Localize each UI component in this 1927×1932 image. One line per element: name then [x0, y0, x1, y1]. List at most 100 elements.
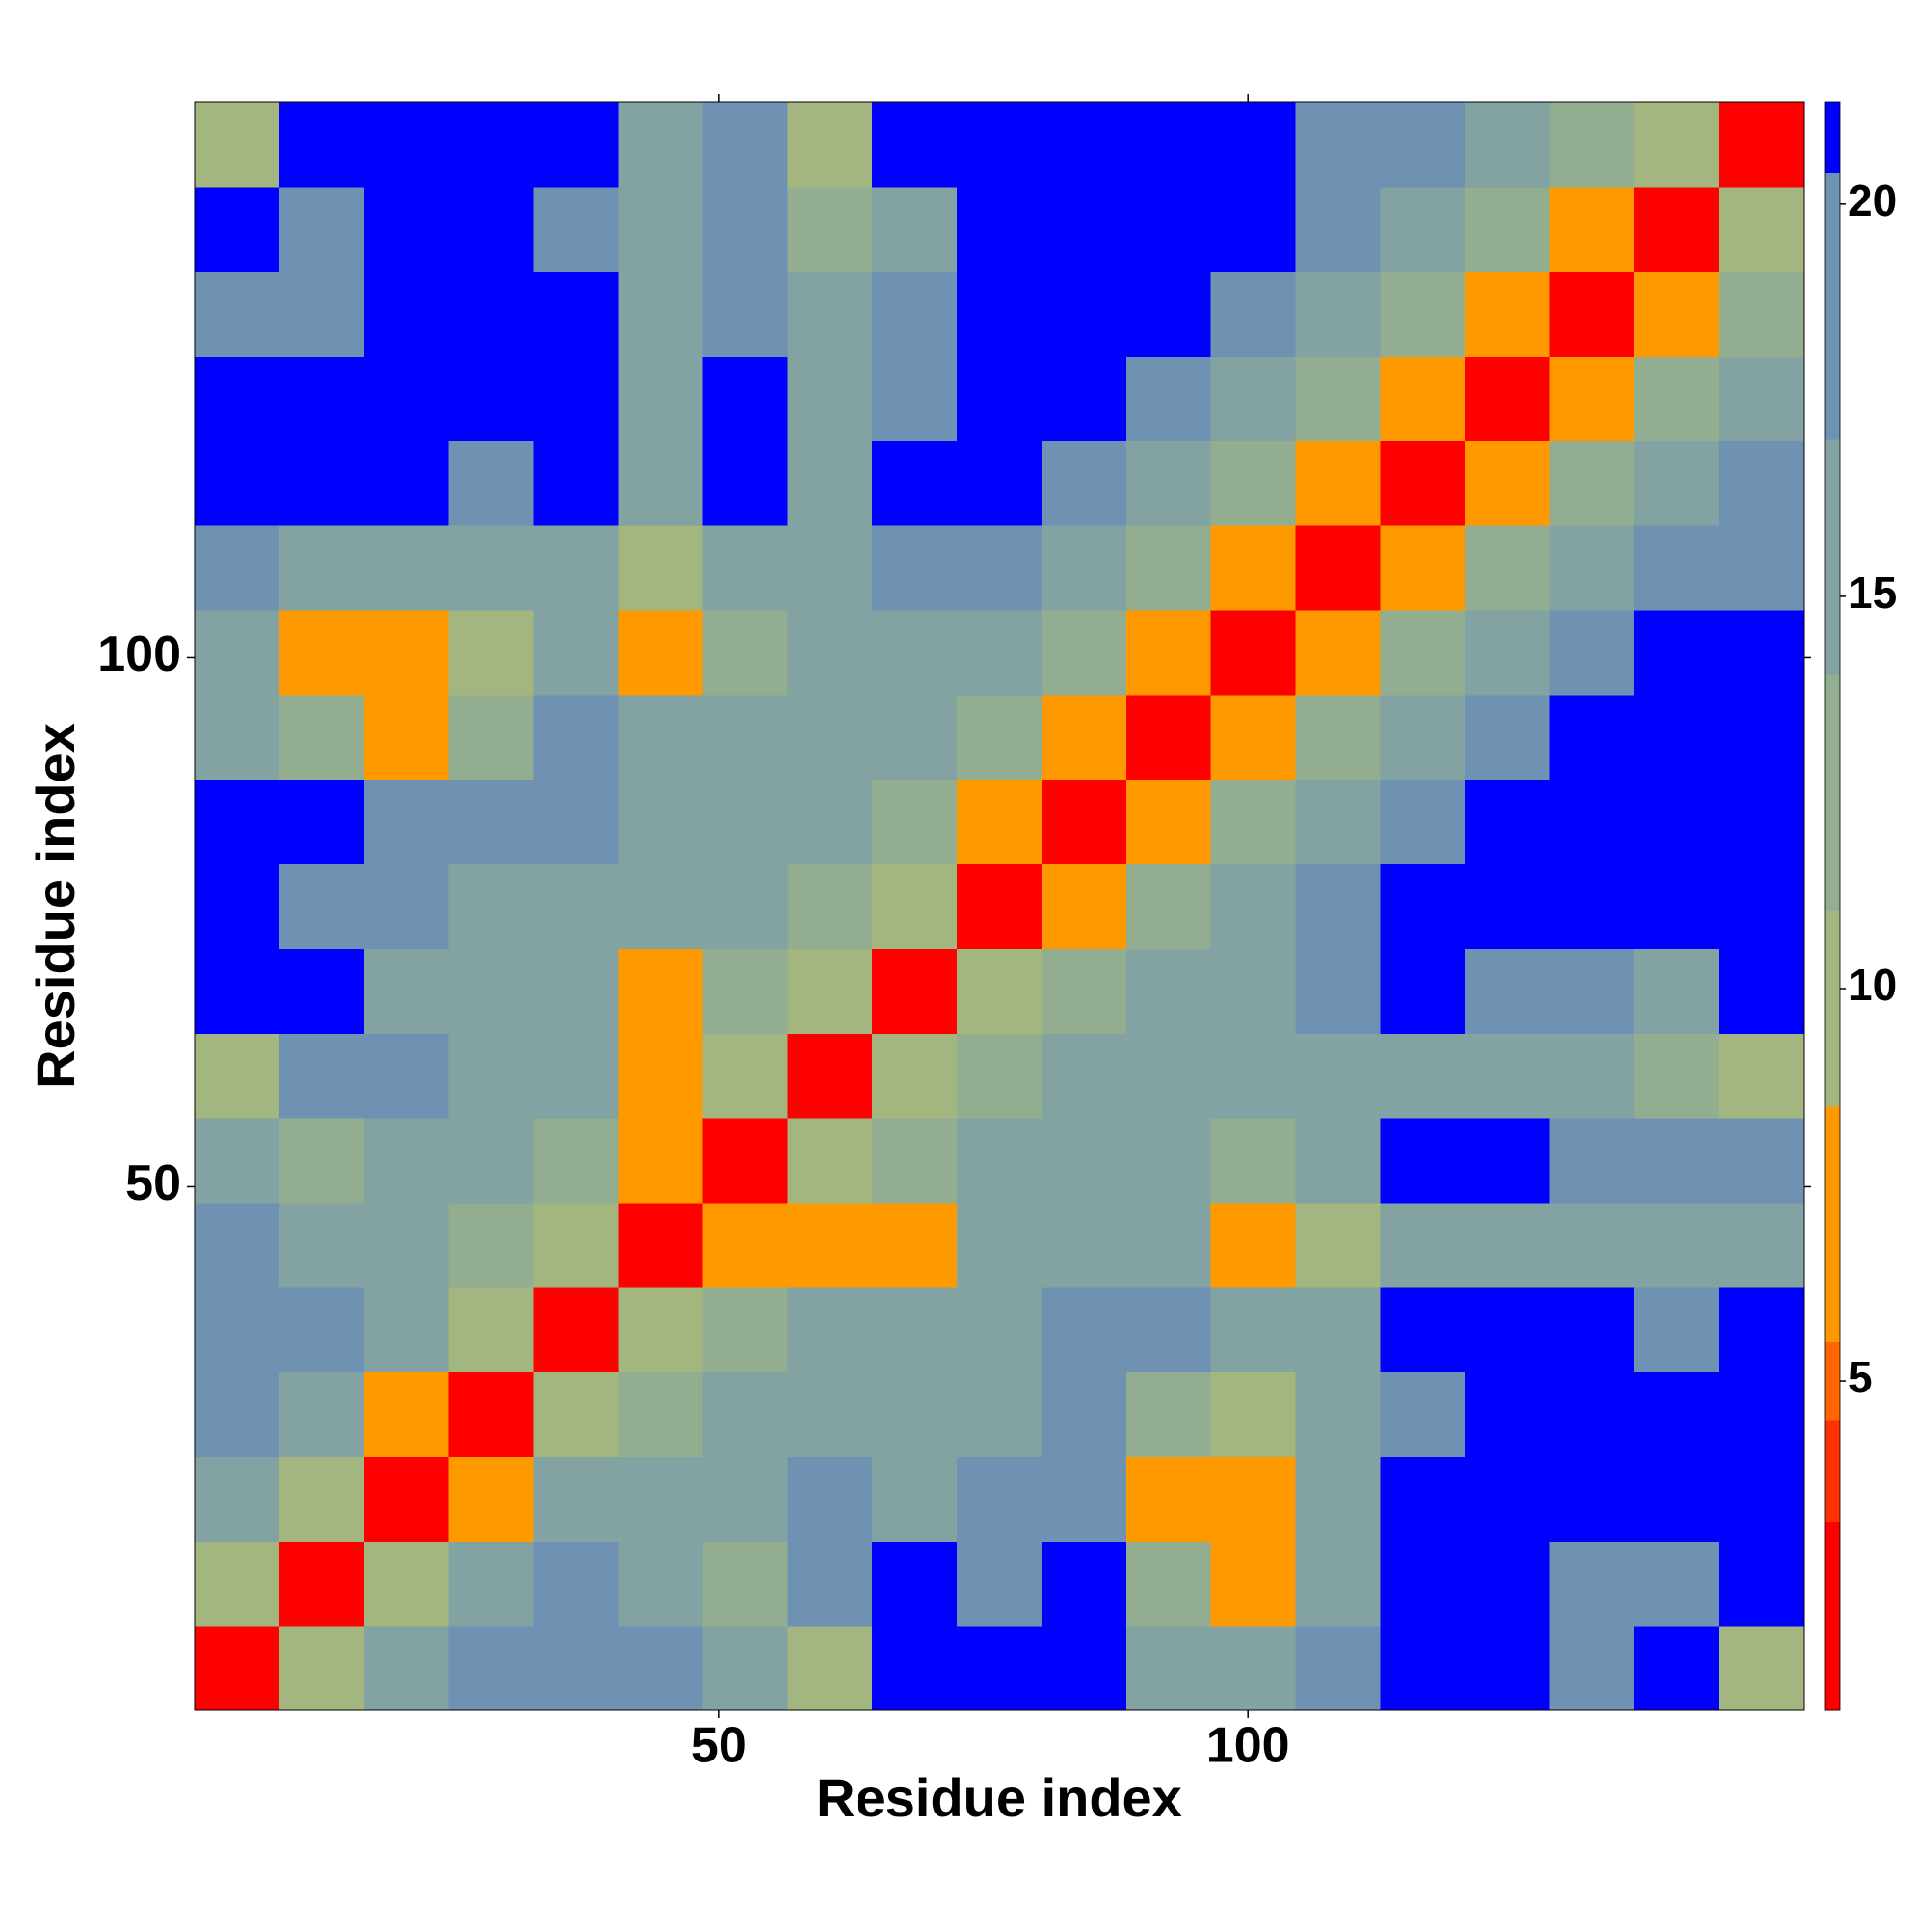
cell	[1719, 1286, 1805, 1373]
cell	[957, 1202, 1043, 1288]
cell	[1719, 1202, 1805, 1288]
cell	[448, 1626, 535, 1711]
cell	[278, 440, 365, 526]
cell	[1465, 1456, 1550, 1542]
cell	[702, 1286, 788, 1373]
cell	[1380, 1541, 1465, 1627]
cell	[1380, 102, 1465, 188]
cell	[618, 1541, 703, 1627]
cell	[787, 356, 873, 441]
cell	[618, 610, 703, 696]
cell	[1125, 779, 1212, 865]
cell	[195, 1626, 280, 1711]
cell	[1041, 271, 1127, 357]
cell	[533, 525, 619, 611]
cell	[1634, 610, 1720, 696]
cell	[618, 1033, 703, 1119]
cell	[363, 1286, 450, 1373]
cell	[1380, 271, 1465, 357]
cell	[872, 694, 958, 781]
cell	[618, 1286, 703, 1373]
cell	[1719, 186, 1805, 273]
cell	[1549, 440, 1635, 526]
cell	[1210, 779, 1297, 865]
cell	[1295, 779, 1382, 865]
cell	[1465, 186, 1550, 273]
cell	[1549, 610, 1635, 696]
cell	[1210, 863, 1297, 949]
cell	[618, 694, 703, 781]
cell	[618, 1626, 703, 1711]
cell	[363, 440, 450, 526]
cell	[1210, 271, 1297, 357]
cell	[195, 271, 280, 357]
cell	[278, 1202, 365, 1288]
cell	[787, 863, 873, 949]
cell	[1719, 102, 1805, 188]
cell	[1465, 1202, 1550, 1288]
cell	[872, 779, 958, 865]
cell	[702, 440, 788, 526]
cell	[1465, 863, 1550, 949]
cell	[195, 863, 280, 949]
cell	[957, 1541, 1043, 1627]
cell	[448, 1033, 535, 1119]
cell	[1125, 610, 1212, 696]
cell	[363, 1118, 450, 1204]
cell	[618, 1456, 703, 1542]
cell	[363, 863, 450, 949]
cell	[363, 779, 450, 865]
cell	[1380, 694, 1465, 781]
cell	[618, 1371, 703, 1457]
cell	[1380, 779, 1465, 865]
cell	[278, 1286, 365, 1373]
cell	[195, 1033, 280, 1119]
cell	[872, 1202, 958, 1288]
cell	[1295, 863, 1382, 949]
cell	[787, 1371, 873, 1457]
cell	[872, 102, 958, 188]
cell	[1041, 440, 1127, 526]
cell	[787, 1456, 873, 1542]
cell	[1295, 1202, 1382, 1288]
cell	[702, 525, 788, 611]
colorbar-band	[1825, 172, 1840, 440]
cell	[1380, 1202, 1465, 1288]
cell	[618, 1202, 703, 1288]
cell	[363, 186, 450, 273]
cell	[957, 610, 1043, 696]
cell	[787, 779, 873, 865]
cell	[1634, 694, 1720, 781]
colorbar-frame	[1824, 101, 1841, 1711]
cell	[787, 610, 873, 696]
cell	[1634, 525, 1720, 611]
cell	[1380, 610, 1465, 696]
cell	[1210, 1202, 1297, 1288]
cell	[1041, 186, 1127, 273]
cell	[1465, 525, 1550, 611]
cell	[1465, 948, 1550, 1034]
cell	[1041, 1626, 1127, 1711]
cell	[1465, 694, 1550, 781]
cell	[363, 525, 450, 611]
cell	[1634, 1626, 1720, 1711]
cell	[1125, 271, 1212, 357]
cell	[195, 525, 280, 611]
cell	[448, 610, 535, 696]
cell	[533, 1118, 619, 1204]
cell	[1549, 1371, 1635, 1457]
cell	[1041, 1456, 1127, 1542]
cell	[1125, 948, 1212, 1034]
cell	[278, 1541, 365, 1627]
cell	[1549, 271, 1635, 357]
cell	[787, 271, 873, 357]
cell	[448, 525, 535, 611]
colorbar-tick-label: 20	[1848, 175, 1897, 225]
cell	[533, 1202, 619, 1288]
y-axis-title: Residue index	[25, 723, 86, 1089]
cell	[1125, 694, 1212, 781]
cell	[1295, 1371, 1382, 1457]
cell	[1549, 694, 1635, 781]
cell	[1125, 186, 1212, 273]
